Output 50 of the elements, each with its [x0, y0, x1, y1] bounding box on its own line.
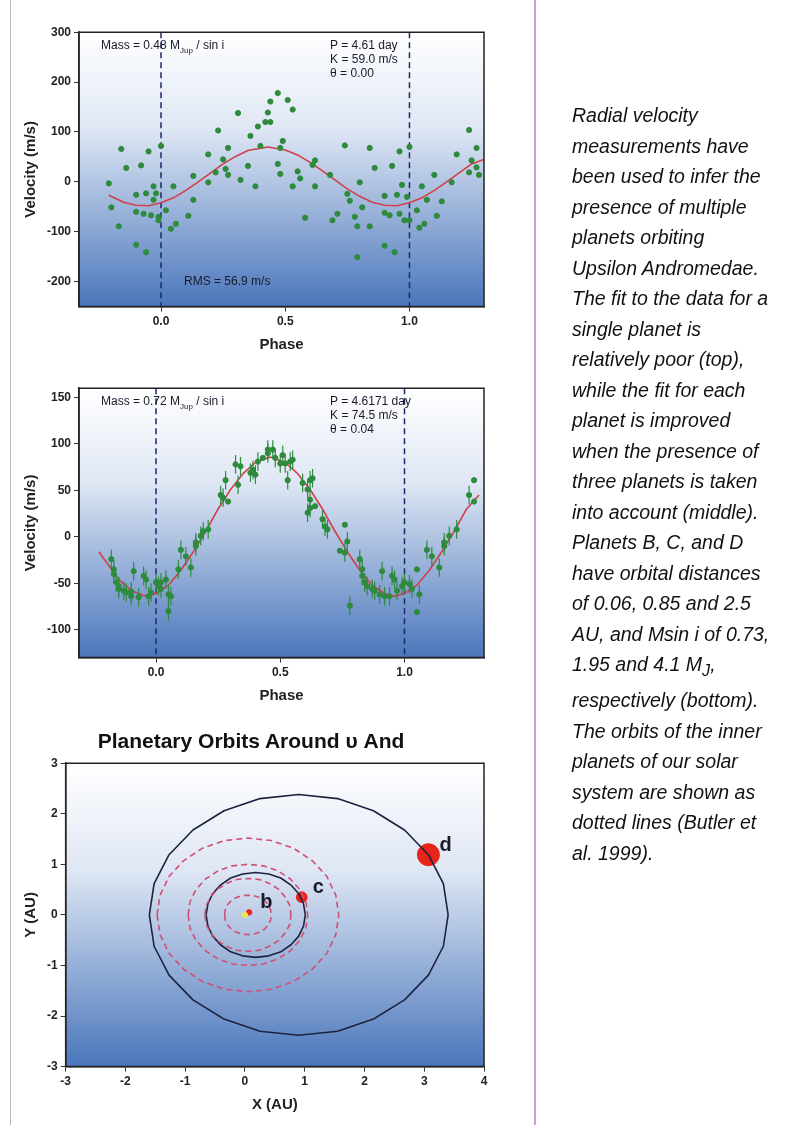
x-tick-label: 1.0 — [396, 665, 414, 680]
x-tick-label: 0.5 — [276, 314, 294, 329]
text: Radial velocity measurements have been used to infer the presence of multiple planets orbiting Upsilon Andromedae. The fit to the data for a single planet is relatively poor (top), while the fit for each planet is improved when the presence of three planets is taken into account (middle). Planets B, C, and D have orbital distances of 0.06, 0.85 and 2.5 AU, and Msin i of 0.73, 1.95 and 4.1 M$_{J}$, respectively (bottom). The orbits of the inner planets of our solar system are shown as dotted lines (Butler et al. 1999). — [572, 104, 770, 864]
annotation: P = 4.6171 day — [330, 394, 411, 409]
y-axis-title: Y (AU) — [21, 892, 39, 938]
annotation: K = 59.0 m/s — [330, 52, 398, 67]
y-tick-label: 0 — [64, 174, 72, 189]
y-tick-label: 100 — [50, 124, 72, 139]
annotation: P = 4.61 day — [330, 38, 398, 53]
x-tick-label: 0.0 — [147, 665, 165, 680]
annotation: RMS = 56.9 m/s — [184, 273, 271, 288]
y-axis-title: Velocity (m/s) — [21, 474, 39, 572]
x-tick-label: -1 — [179, 1074, 191, 1089]
y-tick-label: 200 — [50, 74, 72, 89]
x-tick-label: 1.0 — [401, 314, 419, 329]
annotation: c — [312, 875, 324, 898]
x-tick-label: -2 — [120, 1074, 132, 1089]
y-tick-label: -3 — [47, 1058, 58, 1073]
y-tick-label: -100 — [46, 622, 72, 637]
annotation: θ = 0.04 — [330, 422, 375, 437]
y-axis-title: Velocity (m/s) — [21, 121, 39, 218]
y-tick-label: 1 — [50, 856, 58, 871]
x-tick-label: 0.5 — [271, 665, 289, 680]
y-tick-label: 2 — [50, 806, 58, 821]
y-tick-label: 300 — [50, 24, 72, 39]
chart-title: Planetary Orbits Around υ And — [97, 729, 405, 753]
y-tick-label: 3 — [50, 755, 58, 770]
x-tick-label: 1 — [301, 1074, 309, 1089]
y-tick-label: -200 — [46, 273, 72, 288]
annotation: θ = 0.00 — [330, 66, 375, 81]
x-tick-label: 0.0 — [152, 314, 170, 329]
y-tick-label: -2 — [47, 1008, 58, 1023]
y-tick-label: -1 — [47, 957, 58, 972]
x-axis-title: Phase — [259, 686, 304, 704]
x-tick-label: 2 — [361, 1074, 369, 1089]
y-tick-label: 50 — [57, 482, 72, 497]
y-tick-label: 0 — [64, 529, 72, 544]
x-axis-title: X (AU) — [251, 1095, 298, 1113]
y-tick-label: -100 — [46, 224, 72, 239]
x-tick-label: 4 — [480, 1074, 488, 1089]
y-tick-label: -50 — [53, 575, 72, 590]
x-tick-label: 3 — [420, 1074, 428, 1089]
x-axis-title: Phase — [259, 335, 304, 353]
y-tick-label: 150 — [50, 389, 72, 404]
annotation: K = 74.5 m/s — [330, 408, 398, 423]
y-tick-label: 0 — [50, 907, 58, 922]
x-tick-label: 0 — [241, 1074, 249, 1089]
annotation: b — [260, 890, 273, 913]
annotation: d — [439, 832, 452, 855]
y-tick-label: 100 — [50, 436, 72, 451]
